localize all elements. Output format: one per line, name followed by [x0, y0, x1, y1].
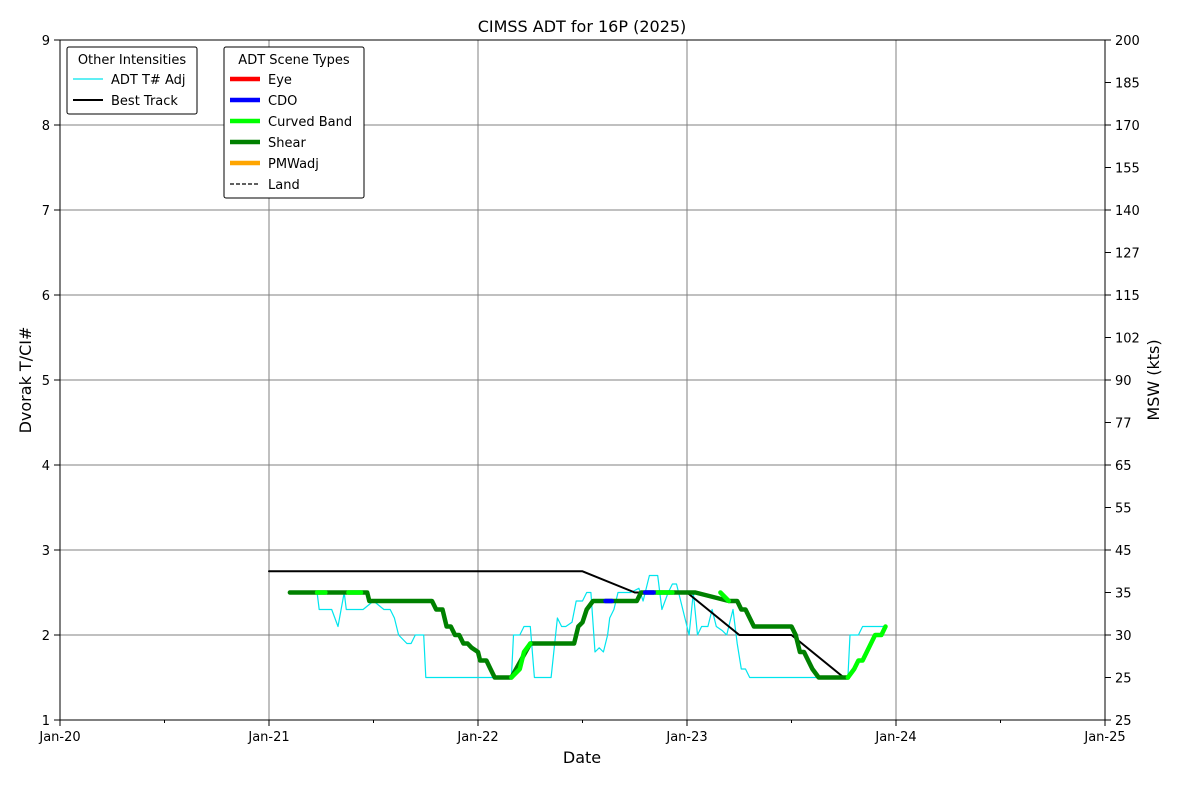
y2-tick-label: 127 — [1115, 247, 1140, 262]
legend-label-adt-t-adj: ADT T# Adj — [111, 73, 185, 88]
series-curved-band-line — [845, 624, 888, 680]
x-tick-label: Jan-24 — [874, 730, 916, 745]
plot-area — [268, 570, 888, 680]
legend-label-eye: Eye — [268, 73, 292, 88]
y2-tick-label: 77 — [1115, 417, 1132, 432]
y2-tick-label: 90 — [1115, 374, 1132, 389]
y2-tick-label: 35 — [1115, 587, 1132, 602]
y-tick-label: 8 — [42, 119, 50, 134]
legends: Other Intensities ADT T# Adj Best Track ADT… — [66, 46, 365, 199]
y2-tick-label: 25 — [1115, 714, 1132, 729]
y2-tick-label: 115 — [1115, 289, 1140, 304]
legend-adt-scene-types: ADT Scene Types Eye CDO Curved Band Shear PMW… — [223, 46, 365, 199]
x-tick-label: Jan-20 — [38, 730, 80, 745]
y-tick-label: 3 — [42, 544, 50, 559]
legend-label-curved-band: Curved Band — [268, 115, 352, 130]
x-tick-label: Jan-22 — [456, 730, 498, 745]
x-axis-title: Date — [563, 748, 601, 767]
y-tick-label: 1 — [42, 714, 50, 729]
x-tick-label: Jan-23 — [665, 730, 707, 745]
y2-tick-label: 140 — [1115, 204, 1140, 219]
y2-tick-label: 102 — [1115, 332, 1140, 347]
legend-label-shear: Shear — [268, 136, 306, 151]
series-adt-t-adj-line — [289, 574, 887, 679]
y2-tick-label: 25 — [1115, 672, 1132, 687]
series-shear-line — [287, 590, 851, 680]
y-tick-label: 5 — [42, 374, 50, 389]
y-tick-label: 6 — [42, 289, 50, 304]
y2-tick-label: 65 — [1115, 459, 1132, 474]
y-tick-label: 9 — [42, 34, 50, 49]
y2-tick-label: 200 — [1115, 34, 1140, 49]
y-tick-label: 4 — [42, 459, 50, 474]
y2-tick-label: 55 — [1115, 502, 1132, 517]
legend-label-pmwadj: PMWadj — [268, 157, 319, 172]
legend-title: ADT Scene Types — [238, 53, 350, 68]
series-curved-band-line — [509, 641, 533, 680]
y2-tick-label: 30 — [1115, 629, 1132, 644]
y2-axis-title: MSW (kts) — [1144, 339, 1163, 420]
y-tick-label: 7 — [42, 204, 50, 219]
legend-other-intensities: Other Intensities ADT T# Adj Best Track — [66, 46, 198, 115]
legend-frame — [66, 46, 198, 115]
y-axis-title: Dvorak T/CI# — [16, 327, 35, 434]
legend-title: Other Intensities — [78, 53, 187, 68]
y2-tick-label: 170 — [1115, 119, 1140, 134]
y2-tick-label: 185 — [1115, 77, 1140, 92]
x-tick-label: Jan-21 — [247, 730, 289, 745]
series-curved-band-line — [718, 590, 732, 604]
axes: Jan-20 Jan-21 Jan-22 Jan-23 Jan-24 Jan-25 1 2 3 4… — [38, 34, 1139, 745]
legend-label-best-track: Best Track — [111, 94, 178, 109]
legend-frame — [223, 46, 365, 199]
legend-label-land: Land — [268, 178, 300, 193]
y2-tick-label: 45 — [1115, 544, 1132, 559]
legend-label-cdo: CDO — [268, 94, 297, 109]
y-tick-label: 2 — [42, 629, 50, 644]
chart-title: CIMSS ADT for 16P (2025) — [478, 17, 687, 36]
y2-tick-label: 155 — [1115, 162, 1140, 177]
x-tick-label: Jan-25 — [1083, 730, 1125, 745]
